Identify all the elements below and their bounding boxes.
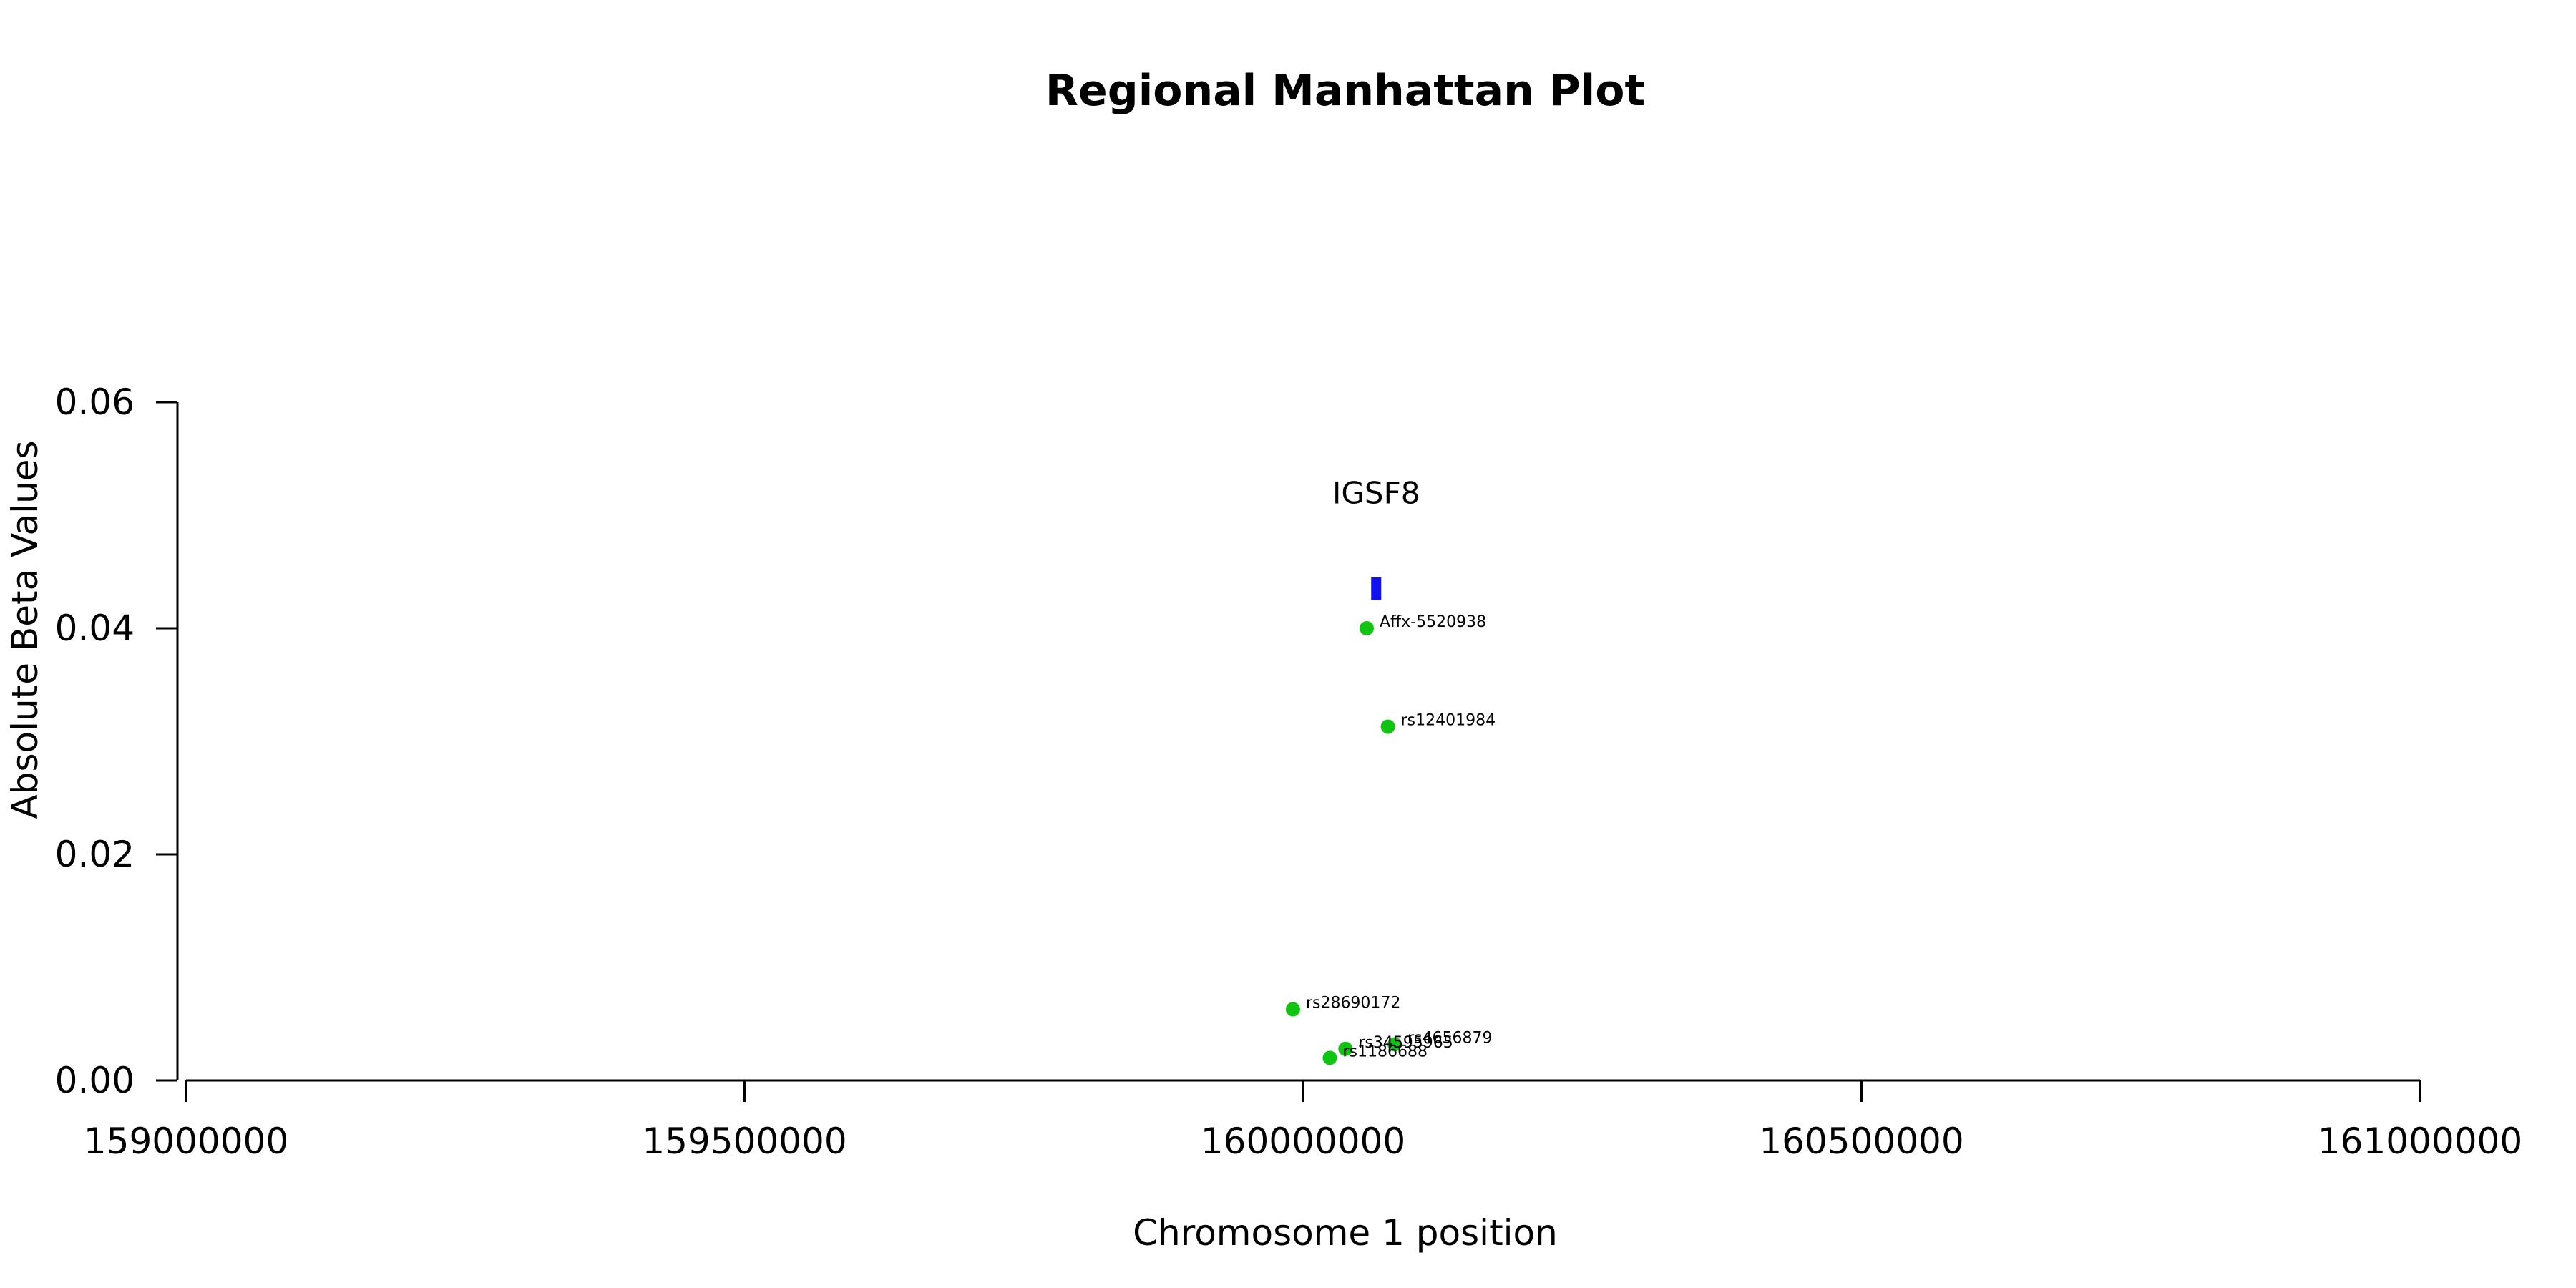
- x-tick-label: 160500000: [1759, 1121, 1963, 1162]
- y-tick-label: 0.04: [55, 608, 135, 649]
- y-axis-label: Absolute Beta Values: [4, 441, 46, 819]
- snp-label: rs1186688: [1342, 1043, 1428, 1060]
- x-tick-label: 160000000: [1201, 1121, 1405, 1162]
- x-axis-label: Chromosome 1 position: [1133, 1212, 1558, 1254]
- x-tick-label: 161000000: [2318, 1121, 2522, 1162]
- gene-rect: [1371, 577, 1382, 600]
- gene-layer: IGSF8: [1332, 475, 1420, 600]
- x-tick-label: 159500000: [642, 1121, 847, 1162]
- chart-title: Regional Manhattan Plot: [1045, 66, 1645, 116]
- x-axis: 159000000 159500000 160000000 160500000 1610…: [84, 1079, 2522, 1162]
- points-layer: Affx-5520938 rs12401984 rs28690172 rs465687…: [1285, 613, 1496, 1065]
- snp-label: rs28690172: [1306, 994, 1400, 1012]
- snp-point: [1322, 1050, 1337, 1065]
- y-axis: 0.00 0.02 0.04 0.06: [55, 381, 179, 1101]
- snp-label: rs4656879: [1407, 1029, 1493, 1047]
- snp-point: [1380, 719, 1395, 734]
- snp-point: [1387, 1037, 1402, 1052]
- snp-point: [1285, 1002, 1300, 1017]
- snp-point: [1359, 621, 1374, 635]
- snp-label: rs12401984: [1401, 711, 1496, 729]
- y-tick-label: 0.02: [55, 834, 135, 875]
- y-tick-label: 0.06: [55, 381, 135, 423]
- x-tick-label: 159000000: [84, 1121, 288, 1162]
- snp-label: Affx-5520938: [1380, 613, 1486, 631]
- y-tick-label: 0.00: [55, 1060, 135, 1101]
- gene-label: IGSF8: [1332, 475, 1420, 510]
- snp-label: rs34595965: [1358, 1034, 1453, 1052]
- snp-point: [1338, 1041, 1353, 1056]
